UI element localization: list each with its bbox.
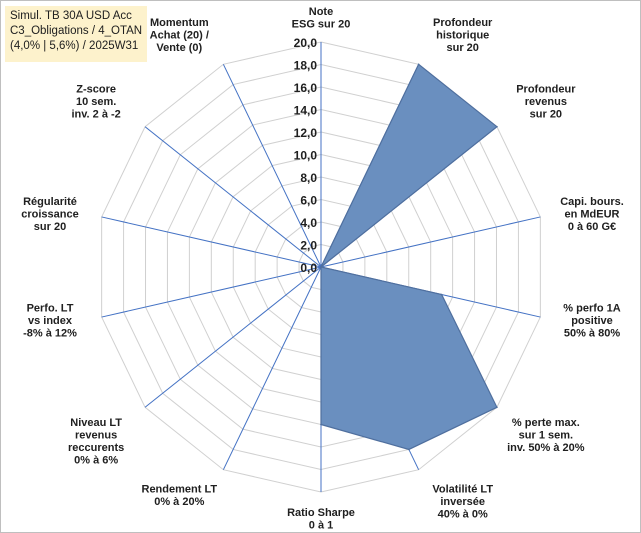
axis-label-line: % perfo 1A — [563, 302, 621, 314]
axis-label-line: historique — [436, 30, 489, 42]
axis-label-line: 50% à 80% — [564, 327, 620, 339]
axis-label-line: revenus — [75, 430, 117, 442]
axis-label-line: Perfo. LT — [27, 302, 74, 314]
radar-series — [319, 63, 498, 451]
axis-label-line: inv. 2 à -2 — [71, 108, 120, 120]
axis-spoke — [101, 266, 322, 318]
tick-label: 4,0 — [300, 216, 317, 230]
tick-label: 18,0 — [294, 59, 318, 73]
axis-label-line: 0% à 20% — [154, 496, 204, 508]
axis-label-line: Rendement LT — [142, 483, 218, 495]
axis-label-line: ESG sur 20 — [292, 19, 351, 31]
tick-label: 10,0 — [294, 149, 318, 163]
axis-label-line: 0 à 1 — [309, 520, 333, 532]
axis-label-line: Capi. bours. — [560, 196, 624, 208]
axis-label-line: Ratio Sharpe — [287, 507, 355, 519]
axis-label: Momentum Achat (20) / Vente (0) — [150, 17, 209, 54]
axis-label-line: Z-score — [76, 83, 116, 95]
axis-label-line: positive — [571, 315, 613, 327]
axis-label-line: inversée — [440, 496, 485, 508]
axis-spoke — [222, 266, 322, 470]
tick-label: 14,0 — [294, 104, 318, 118]
data-point — [320, 423, 322, 426]
axis-spoke — [144, 126, 322, 268]
axis-spoke — [144, 266, 322, 408]
tick-label: 8,0 — [300, 171, 317, 185]
axis-label: Profondeur revenus sur 20 — [516, 83, 576, 120]
info-line-3: (4,0% | 5,6%) / 2025W31 — [10, 40, 139, 52]
axis-label-line: en MdEUR — [565, 209, 620, 221]
tick-label: 0,0 — [300, 261, 317, 275]
radar-tick-labels: 0,0 2,0 4,0 6,0 8,0 10,0 12,0 14,0 16,0 18,0 20,0 — [294, 36, 318, 275]
radar-axis-labels: Note ESG sur 20 Profondeur historique sur 20… — [21, 6, 624, 532]
axis-label: Note ESG sur 20 — [292, 6, 351, 31]
axis-label-line: Achat (20) / — [150, 30, 209, 42]
info-line-1: Simul. TB 30A USD Acc — [10, 10, 132, 22]
axis-label: Niveau LT revenus reccurents 0% à 6% — [68, 417, 124, 467]
data-point — [417, 63, 420, 66]
axis-label-line: reccurents — [68, 442, 124, 454]
axis-label-line: vs index — [28, 315, 73, 327]
axis-label: Z-score 10 sem. inv. 2 à -2 — [71, 83, 120, 120]
tick-label: 2,0 — [300, 239, 317, 253]
axis-label: % perte max. sur 1 sem. inv. 50% à 20% — [507, 417, 585, 454]
data-point — [408, 448, 410, 451]
axis-spoke — [320, 216, 541, 268]
axis-label-line: sur 1 sem. — [519, 430, 573, 442]
axis-label-line: -8% à 12% — [23, 327, 77, 339]
data-point — [496, 406, 498, 409]
axis-label-line: 40% à 0% — [438, 508, 488, 520]
axis-label: Rendement LT 0% à 20% — [142, 483, 218, 508]
axis-label-line: revenus — [525, 96, 567, 108]
axis-label-line: Niveau LT — [70, 417, 122, 429]
axis-label-line: Régularité — [23, 196, 77, 208]
axis-label-line: sur 20 — [34, 221, 66, 233]
axis-label: Capi. bours. en MdEUR 0 à 60 G€ — [560, 196, 624, 233]
axis-label-line: % perte max. — [512, 417, 580, 429]
axis-label-line: Note — [309, 6, 333, 18]
axis-label-line: croissance — [21, 209, 78, 221]
axis-label-line: Momentum — [150, 17, 209, 29]
axis-label-line: 0 à 60 G€ — [568, 221, 616, 233]
tick-label: 20,0 — [294, 36, 318, 50]
axis-label-line: inv. 50% à 20% — [507, 442, 585, 454]
data-point — [496, 125, 498, 128]
axis-spoke — [101, 216, 322, 268]
data-point — [440, 293, 443, 296]
axis-label-line: Volatilité LT — [432, 483, 493, 495]
axis-label: Profondeur historique sur 20 — [433, 17, 493, 54]
axis-label-line: Vente (0) — [156, 42, 202, 54]
info-line-2: C3_Obligations / 4_OTAN — [10, 25, 143, 37]
axis-label-line: sur 20 — [530, 108, 562, 120]
axis-label: Perfo. LT vs index -8% à 12% — [23, 302, 77, 339]
axis-label: Volatilité LT inversée 40% à 0% — [432, 483, 493, 520]
axis-label-line: Profondeur — [433, 17, 493, 29]
axis-label: Régularité croissance sur 20 — [21, 196, 78, 233]
axis-label: Ratio Sharpe 0 à 1 — [287, 507, 355, 532]
data-point — [320, 266, 322, 268]
tick-label: 6,0 — [300, 194, 317, 208]
tick-label: 12,0 — [294, 126, 318, 140]
axis-label: % perfo 1A positive 50% à 80% — [563, 302, 621, 339]
axis-label-line: Profondeur — [516, 83, 576, 95]
info-box: Simul. TB 30A USD Acc C3_Obligations / 4… — [5, 6, 147, 62]
tick-label: 16,0 — [294, 81, 318, 95]
axis-spoke — [222, 64, 322, 268]
axis-label-line: 10 sem. — [76, 96, 116, 108]
axis-label-line: 0% à 6% — [74, 455, 118, 467]
axis-label-line: sur 20 — [446, 42, 478, 54]
